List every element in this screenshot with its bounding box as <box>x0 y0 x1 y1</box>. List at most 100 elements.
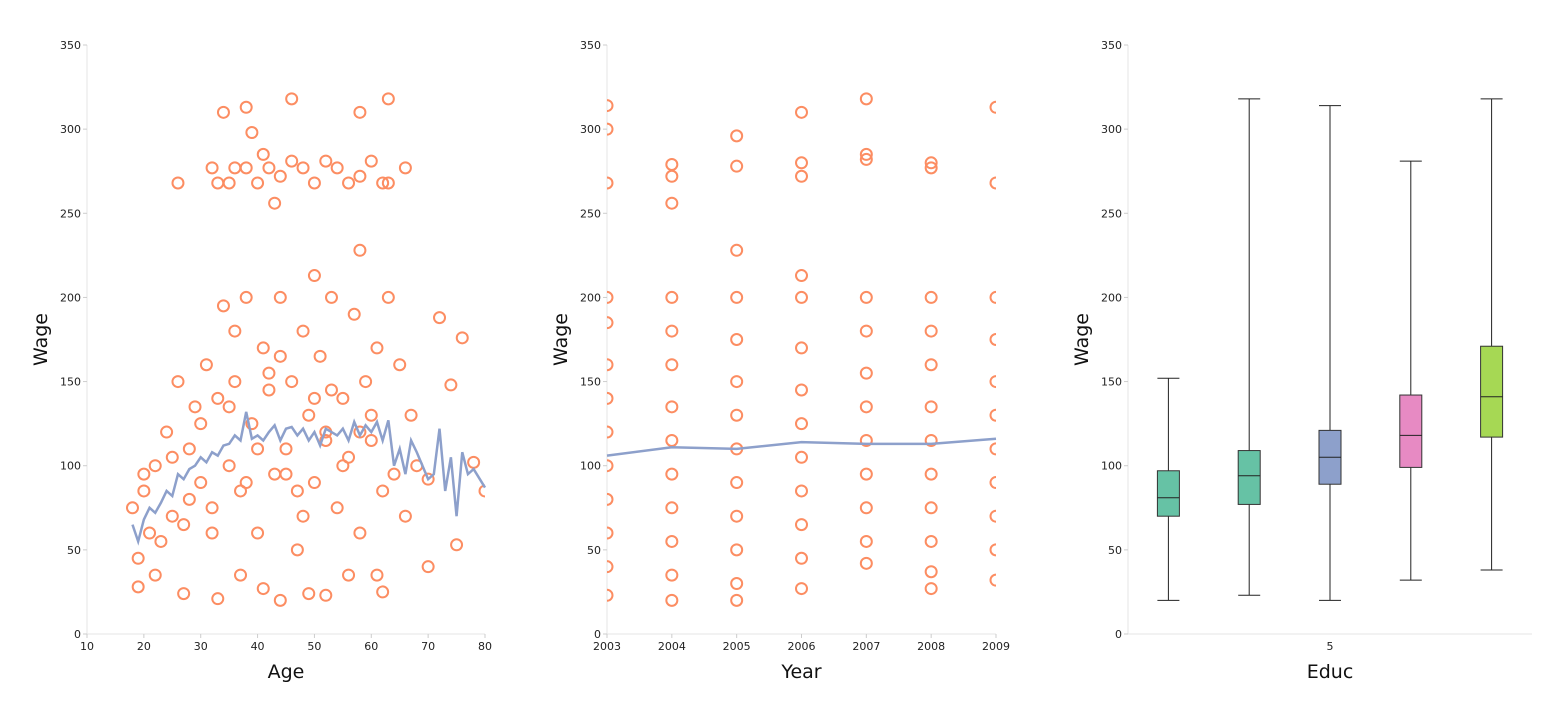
point <box>989 543 996 557</box>
point <box>859 400 873 414</box>
point <box>381 92 395 106</box>
x-tick-label: 2006 <box>788 640 816 653</box>
point <box>370 568 384 582</box>
x-tick-label: 40 <box>251 640 265 653</box>
x-tick-label: 80 <box>478 640 492 653</box>
point <box>211 176 225 190</box>
point <box>607 99 614 113</box>
point <box>353 526 367 540</box>
point <box>211 391 225 405</box>
point <box>467 455 481 469</box>
point <box>607 492 614 506</box>
point <box>268 196 282 210</box>
box <box>1399 394 1423 468</box>
point <box>251 442 265 456</box>
point <box>730 375 744 389</box>
point <box>194 417 208 431</box>
y-tick-label: 150 <box>580 376 601 389</box>
point <box>319 154 333 168</box>
point <box>359 375 373 389</box>
point <box>730 509 744 523</box>
point <box>607 588 614 602</box>
point <box>665 433 679 447</box>
point <box>989 176 996 190</box>
y-tick-label: 250 <box>580 207 601 220</box>
point <box>307 269 321 283</box>
point <box>342 568 356 582</box>
point <box>665 358 679 372</box>
point <box>131 551 145 565</box>
x-tick-label: 30 <box>194 640 208 653</box>
point <box>364 154 378 168</box>
point <box>131 580 145 594</box>
point <box>398 161 412 175</box>
point <box>279 467 293 481</box>
point <box>795 105 808 119</box>
point <box>262 383 276 397</box>
point <box>205 526 219 540</box>
point <box>296 509 310 523</box>
point <box>273 593 287 607</box>
point <box>222 176 236 190</box>
point <box>256 147 270 161</box>
point <box>171 375 185 389</box>
point <box>313 349 327 363</box>
point <box>262 161 276 175</box>
point <box>353 105 367 119</box>
point <box>665 467 679 481</box>
point <box>665 290 679 304</box>
point <box>165 450 179 464</box>
point <box>859 501 873 515</box>
point <box>730 408 744 422</box>
x-axis-title: Educ <box>1307 661 1354 683</box>
point <box>859 366 873 380</box>
point <box>273 349 287 363</box>
point <box>222 400 236 414</box>
point <box>455 331 469 345</box>
point <box>239 100 253 114</box>
point <box>256 582 270 596</box>
point <box>989 290 996 304</box>
point <box>924 290 938 304</box>
point <box>205 501 219 515</box>
point <box>177 587 191 601</box>
point <box>143 526 157 540</box>
point <box>188 400 202 414</box>
point <box>285 375 299 389</box>
point <box>421 560 435 574</box>
point <box>307 476 321 490</box>
y-tick-label: 350 <box>60 39 81 52</box>
point <box>364 433 378 447</box>
point <box>421 472 435 486</box>
point <box>730 577 744 591</box>
point <box>859 290 873 304</box>
point <box>234 568 248 582</box>
point <box>307 176 321 190</box>
point <box>665 568 679 582</box>
point <box>171 176 185 190</box>
panel: 0 50 100 150 200 250 300 350 Wage Year 2003 2004 200… <box>550 39 1010 683</box>
x-tick-label: 20 <box>137 640 151 653</box>
point <box>324 290 338 304</box>
x-tick-label: 70 <box>421 640 435 653</box>
point <box>307 391 321 405</box>
point <box>381 290 395 304</box>
point <box>924 582 938 596</box>
point <box>924 433 938 447</box>
point <box>228 375 242 389</box>
point <box>319 433 333 447</box>
point <box>665 534 679 548</box>
point <box>859 324 873 338</box>
y-tick-label: 50 <box>1108 544 1122 557</box>
point <box>194 476 208 490</box>
point <box>859 147 873 161</box>
point <box>665 324 679 338</box>
point <box>239 290 253 304</box>
point <box>989 573 996 587</box>
point <box>924 156 938 170</box>
y-tick-label: 50 <box>67 544 81 557</box>
point <box>273 169 287 183</box>
point <box>989 476 996 490</box>
panel: 0 50 100 150 200 250 300 350 Wage Educ 5 <box>1071 39 1532 683</box>
point <box>478 484 485 498</box>
